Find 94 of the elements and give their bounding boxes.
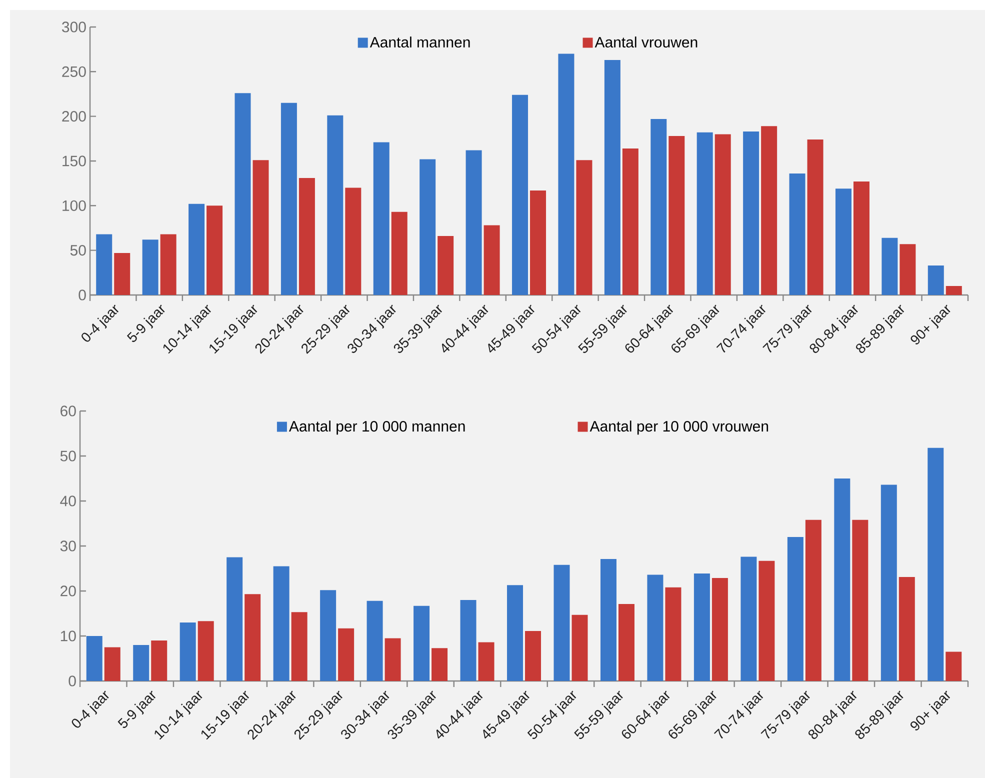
bar	[96, 234, 112, 295]
bar	[665, 587, 682, 681]
bar	[373, 142, 390, 295]
bar	[647, 574, 664, 681]
bar	[104, 647, 120, 681]
bar	[273, 566, 290, 681]
bar	[226, 557, 243, 681]
bar	[807, 140, 824, 295]
bar	[714, 134, 731, 295]
y-tick-label: 100	[62, 200, 86, 211]
bar	[298, 178, 315, 295]
bar	[696, 132, 713, 295]
bar	[414, 606, 430, 681]
bar	[743, 132, 760, 295]
y-tick-label: 150	[62, 156, 86, 166]
bar	[133, 644, 150, 681]
bar	[740, 556, 757, 681]
bar	[460, 600, 476, 681]
bar	[391, 212, 408, 295]
bar	[180, 622, 196, 681]
y-tick-label: 0	[68, 676, 76, 686]
bar	[142, 240, 158, 295]
bar	[244, 594, 261, 681]
bar	[466, 150, 482, 295]
bar	[853, 182, 870, 295]
bar	[478, 642, 494, 681]
bar	[650, 119, 667, 295]
y-tick-label: 50	[70, 245, 86, 256]
legend-label: Aantal per 10 000 mannen	[288, 420, 465, 435]
bar	[558, 54, 574, 295]
bar	[805, 520, 822, 681]
bar	[712, 578, 728, 681]
bar	[525, 631, 542, 681]
bar	[789, 173, 806, 295]
bar	[622, 148, 638, 295]
y-tick-label: 250	[62, 66, 86, 77]
bar	[900, 244, 916, 295]
bar	[438, 236, 454, 295]
y-tick-label: 10	[60, 630, 76, 642]
bar	[852, 520, 868, 681]
bar	[114, 253, 130, 295]
bar	[946, 286, 962, 295]
bar	[507, 585, 524, 681]
bar	[252, 160, 269, 295]
bar	[600, 559, 616, 681]
legend-label: Aantal per 10 000 vrouwen	[590, 420, 768, 435]
bar	[280, 102, 297, 295]
bar	[384, 638, 401, 681]
y-tick-label: 50	[60, 450, 76, 462]
y-tick-label: 200	[62, 111, 86, 122]
bar	[512, 94, 528, 295]
bar	[366, 600, 383, 681]
y-tick-label: 0	[78, 290, 86, 300]
bar	[946, 652, 962, 681]
bar	[882, 238, 898, 295]
y-tick-label: 40	[60, 496, 76, 506]
bar	[787, 536, 804, 681]
bar	[291, 612, 308, 681]
bar	[576, 160, 592, 295]
bar	[234, 93, 251, 295]
y-tick-label: 300	[62, 22, 86, 32]
bar	[928, 448, 944, 681]
legend-label: Aantal vrouwen	[594, 36, 698, 48]
bar	[432, 648, 448, 681]
bar	[668, 136, 685, 295]
bar	[198, 621, 214, 681]
bar	[86, 636, 102, 681]
bar	[618, 604, 634, 681]
bar	[420, 159, 436, 295]
bar	[694, 573, 710, 681]
bar	[928, 266, 944, 295]
bar	[604, 60, 620, 295]
legend-label: Aantal mannen	[370, 36, 470, 48]
bar	[320, 590, 336, 681]
bar	[188, 204, 205, 295]
bar	[572, 614, 588, 681]
bar	[327, 115, 344, 295]
y-tick-label: 30	[60, 540, 76, 552]
bar	[151, 640, 168, 681]
bar	[898, 577, 915, 681]
bar	[758, 560, 775, 681]
bar	[345, 188, 362, 295]
bar	[530, 190, 546, 295]
bar	[160, 234, 176, 295]
bar	[880, 484, 897, 681]
bar	[761, 126, 778, 295]
bar	[835, 188, 852, 295]
bar	[484, 225, 500, 295]
bar	[554, 564, 570, 681]
y-tick-label: 20	[60, 586, 76, 596]
bar	[338, 628, 354, 681]
bar	[206, 206, 223, 295]
y-tick-label: 60	[60, 406, 76, 416]
bar	[834, 478, 850, 681]
